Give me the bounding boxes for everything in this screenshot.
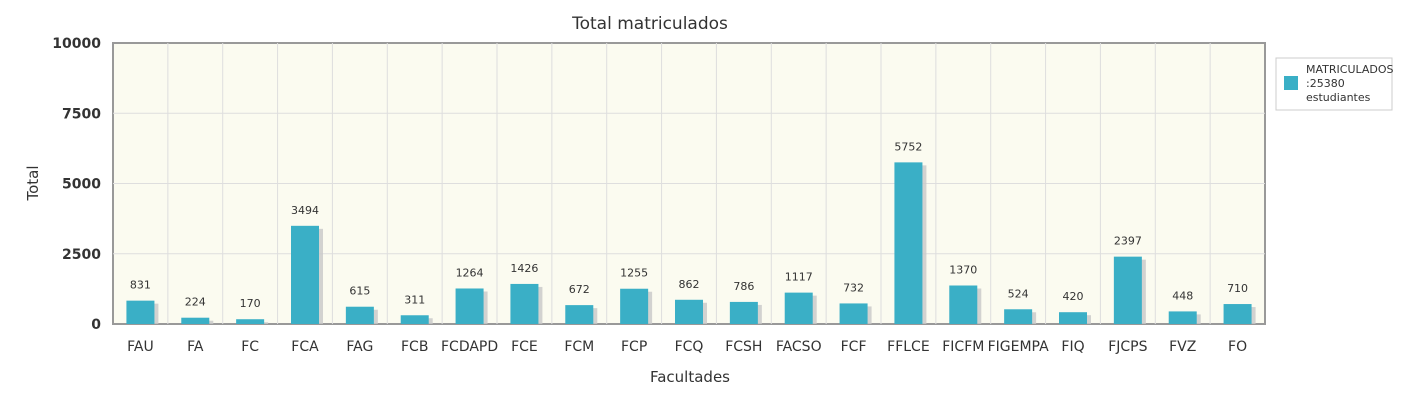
bar-fcf[interactable]: [839, 303, 868, 324]
bar-fce[interactable]: [510, 283, 539, 324]
bar-fflce[interactable]: [894, 162, 923, 324]
x-tick-label: FAU: [127, 339, 154, 355]
x-tick-label: FCF: [841, 339, 867, 355]
bar-fcm[interactable]: [565, 305, 594, 324]
bar-fcq[interactable]: [675, 299, 703, 324]
data-labels: 831 224 170 3494 615 311 1264 1426 672 1255 862 786…: [130, 140, 1248, 310]
data-label: 1370: [949, 264, 977, 277]
bar-fa[interactable]: [181, 317, 210, 324]
x-tick-label: FCQ: [675, 339, 704, 355]
bar-fag[interactable]: [345, 306, 374, 324]
bar-fcp[interactable]: [620, 288, 649, 324]
bar-fiq[interactable]: [1059, 312, 1087, 324]
bars: [126, 162, 1252, 324]
bar-fcdapd[interactable]: [455, 288, 484, 324]
bar-facso[interactable]: [784, 292, 813, 324]
bar-fjcps[interactable]: [1113, 256, 1142, 324]
data-label: 831: [130, 279, 151, 292]
bar-fcb[interactable]: [400, 315, 429, 324]
bar-fca[interactable]: [291, 225, 319, 324]
x-tick-label: FCB: [401, 339, 428, 355]
y-tick-label: 5000: [62, 177, 101, 193]
y-axis-ticks: 0 2500 5000 7500 10000: [52, 36, 101, 333]
x-tick-label: FACSO: [776, 339, 822, 355]
x-tick-label: FCM: [564, 339, 594, 355]
x-tick-label: FCA: [291, 339, 319, 355]
bar-fo[interactable]: [1223, 304, 1252, 324]
x-tick-label: FCSH: [725, 339, 762, 355]
x-tick-label: FCDAPD: [441, 339, 498, 355]
y-tick-label: 7500: [62, 106, 101, 122]
x-tick-label: FAG: [346, 339, 373, 355]
x-tick-label: FA: [187, 339, 204, 355]
x-axis-title: Facultades: [650, 368, 730, 386]
y-tick-label: 10000: [52, 36, 101, 52]
x-tick-label: FIGEMPA: [988, 339, 1050, 355]
data-label: 1117: [785, 271, 813, 284]
data-label: 448: [1172, 289, 1193, 302]
chart-title: Total matriculados: [571, 14, 728, 34]
y-tick-label: 2500: [62, 247, 101, 263]
data-label: 732: [843, 281, 864, 294]
data-label: 1255: [620, 267, 648, 280]
data-label: 524: [1008, 287, 1029, 300]
data-label: 672: [569, 283, 590, 296]
x-tick-label: FCE: [511, 339, 538, 355]
legend-label-line-3: estudiantes: [1306, 91, 1371, 104]
data-label: 1264: [456, 266, 484, 279]
x-tick-label: FFLCE: [887, 339, 930, 355]
x-tick-label: FO: [1228, 339, 1247, 355]
data-label: 862: [679, 278, 700, 291]
bar-fau[interactable]: [126, 300, 155, 324]
data-label: 420: [1063, 290, 1084, 303]
data-label: 710: [1227, 282, 1248, 295]
data-label: 5752: [894, 140, 922, 153]
legend-label-line-2: :25380: [1306, 77, 1345, 90]
bar-figempa[interactable]: [1004, 309, 1033, 324]
x-axis-ticks: FAU FA FC FCA FAG FCB FCDAPD FCE FCM FCP FCQ FCSH FA…: [127, 339, 1247, 355]
y-axis-title: Total: [24, 165, 42, 201]
data-label: 615: [349, 285, 370, 298]
x-tick-label: FIQ: [1061, 339, 1084, 355]
bar-fvz[interactable]: [1168, 311, 1197, 324]
legend-label-line-1: MATRICULADOS: [1306, 63, 1394, 76]
data-label: 170: [240, 297, 261, 310]
bar-ficfm[interactable]: [949, 285, 978, 324]
x-tick-label: FVZ: [1169, 339, 1196, 355]
data-label: 1426: [510, 262, 538, 275]
data-label: 2397: [1114, 235, 1142, 248]
data-label: 224: [185, 296, 206, 309]
legend-swatch: [1284, 76, 1298, 90]
x-tick-label: FJCPS: [1108, 339, 1147, 355]
x-tick-label: FICFM: [942, 339, 984, 355]
legend[interactable]: MATRICULADOS :25380 estudiantes: [1275, 57, 1394, 111]
data-label: 311: [404, 293, 425, 306]
bar-fcsh[interactable]: [729, 301, 758, 324]
bar-fc[interactable]: [236, 319, 265, 324]
x-tick-label: FC: [241, 339, 259, 355]
y-tick-label: 0: [91, 317, 101, 333]
data-label: 786: [733, 280, 754, 293]
data-label: 3494: [291, 204, 319, 217]
x-tick-label: FCP: [621, 339, 647, 355]
